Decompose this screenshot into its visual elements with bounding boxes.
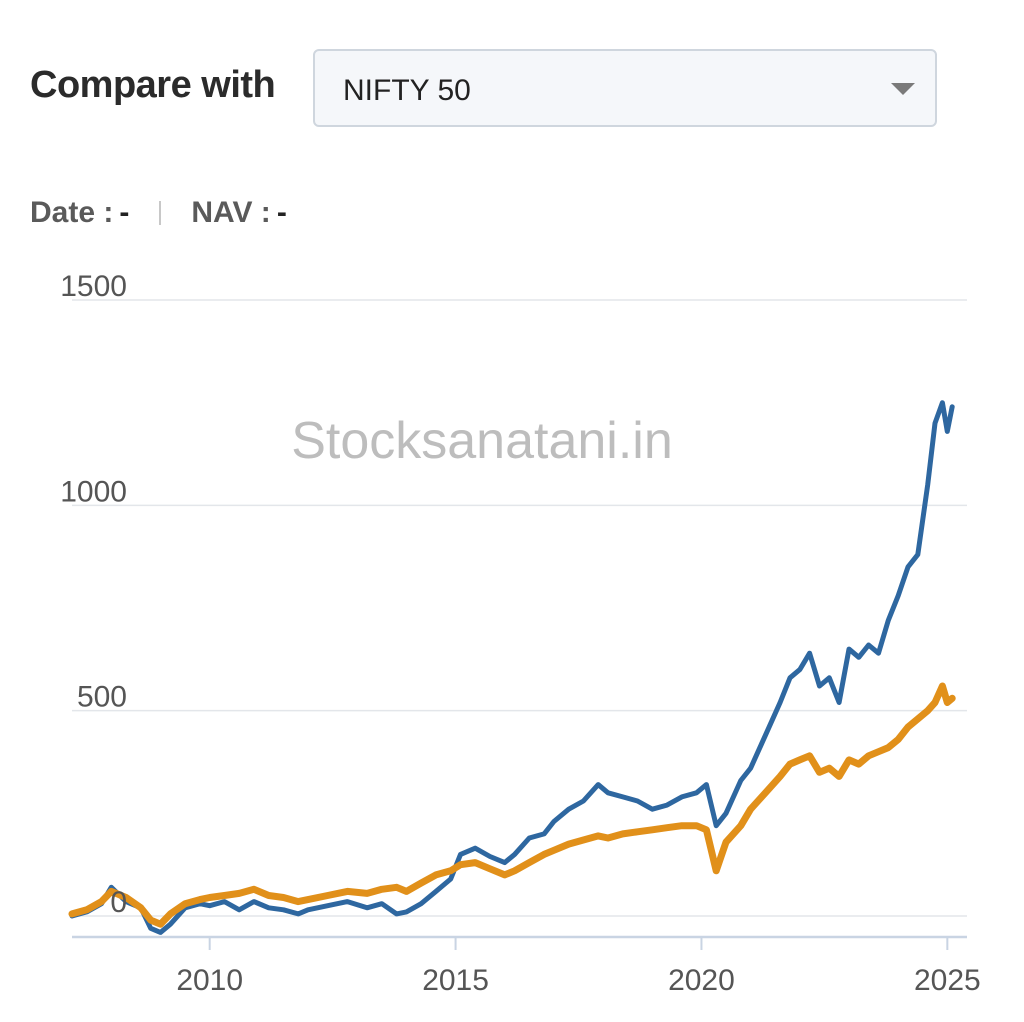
nav-value: - — [276, 196, 287, 229]
y-tick-label: 0 — [110, 886, 127, 919]
x-tick-label: 2025 — [914, 964, 981, 997]
date-label: Date : — [30, 196, 114, 229]
x-tick-label: 2015 — [422, 964, 489, 997]
readout-divider — [159, 201, 162, 225]
x-tick-label: 2010 — [176, 964, 243, 997]
hover-readout: Date : - NAV : - — [30, 196, 287, 230]
chevron-down-icon — [891, 83, 915, 95]
series-layer — [68, 400, 956, 935]
benchmark-select[interactable]: NIFTY 50 — [313, 49, 937, 127]
fund-series-line — [69, 400, 955, 935]
y-tick-label: 1000 — [60, 475, 127, 508]
nav-label: NAV : — [191, 196, 271, 229]
date-value: - — [119, 196, 130, 229]
y-tick-label: 500 — [77, 681, 127, 714]
benchmark-select-value: NIFTY 50 — [343, 74, 471, 107]
watermark: Stocksanatani.in — [291, 412, 673, 470]
axis-layer: 0 500 1000 1500 2010 2015 2020 2025 — [60, 270, 980, 997]
benchmark-series-line — [68, 682, 956, 928]
grid-layer — [72, 299, 967, 917]
compare-label: Compare with — [30, 64, 276, 106]
y-tick-label: 1500 — [60, 270, 127, 303]
x-tick-label: 2020 — [668, 964, 735, 997]
